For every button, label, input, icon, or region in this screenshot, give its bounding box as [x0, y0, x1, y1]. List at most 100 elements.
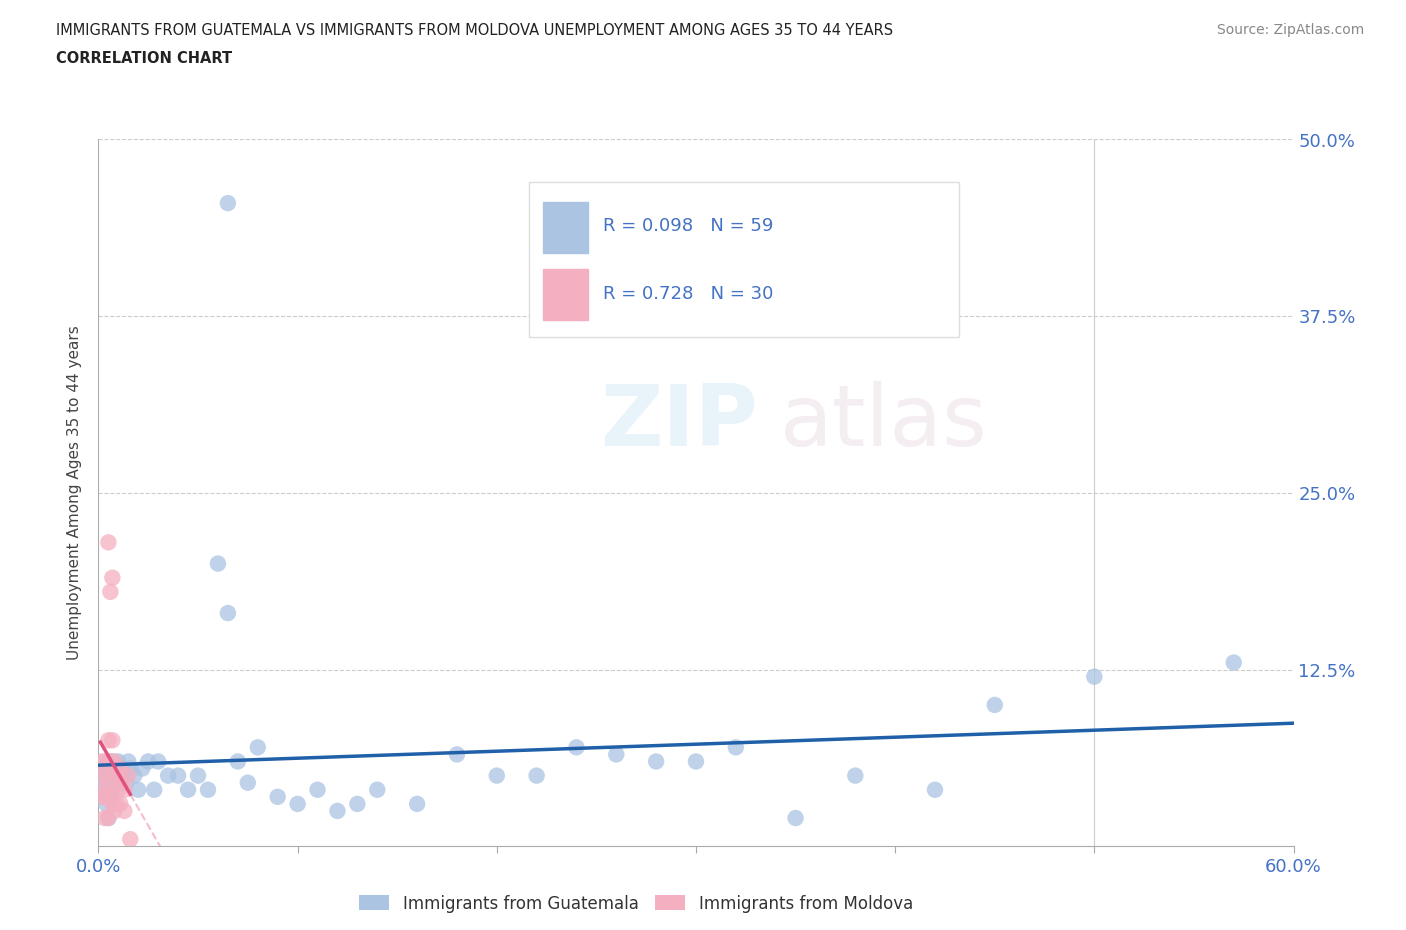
Point — [112, 782, 135, 797]
Point — [685, 754, 707, 769]
Point — [101, 570, 124, 585]
Point — [267, 790, 290, 804]
Point — [97, 535, 120, 550]
Point — [97, 811, 120, 826]
Text: ZIP: ZIP — [600, 380, 758, 464]
Point — [100, 761, 122, 776]
Point — [100, 782, 122, 797]
Point — [724, 740, 747, 755]
Point — [984, 698, 1007, 712]
Point — [93, 790, 115, 804]
Point — [236, 776, 259, 790]
Point — [446, 747, 468, 762]
Point — [93, 782, 115, 797]
Point — [107, 782, 129, 797]
Point — [101, 782, 124, 797]
Point — [112, 768, 135, 783]
Point — [366, 782, 388, 797]
Text: Source: ZipAtlas.com: Source: ZipAtlas.com — [1216, 23, 1364, 37]
Point — [93, 811, 115, 826]
Point — [406, 796, 429, 811]
Legend: Immigrants from Guatemala, Immigrants from Moldova: Immigrants from Guatemala, Immigrants fr… — [353, 888, 920, 919]
FancyBboxPatch shape — [529, 182, 959, 338]
Point — [91, 761, 114, 776]
Point — [287, 796, 309, 811]
Point — [217, 605, 239, 620]
Point — [96, 796, 118, 811]
Point — [96, 768, 118, 783]
Point — [645, 754, 668, 769]
Point — [110, 796, 132, 811]
Point — [107, 768, 129, 783]
Point — [100, 790, 122, 804]
Point — [103, 804, 125, 818]
Point — [110, 761, 132, 776]
Point — [785, 811, 807, 826]
Point — [110, 768, 132, 783]
Y-axis label: Unemployment Among Ages 35 to 44 years: Unemployment Among Ages 35 to 44 years — [67, 326, 83, 660]
Point — [1222, 655, 1246, 670]
Point — [97, 782, 120, 797]
Point — [177, 782, 200, 797]
Point — [96, 768, 118, 783]
Point — [97, 754, 120, 769]
Point — [485, 768, 508, 783]
Point — [105, 768, 128, 783]
Point — [120, 761, 142, 776]
Point — [107, 754, 129, 769]
Point — [307, 782, 329, 797]
Point — [100, 584, 122, 599]
Point — [97, 733, 120, 748]
Point — [844, 768, 866, 783]
Point — [100, 754, 122, 769]
Bar — [543, 269, 588, 320]
Point — [526, 768, 548, 783]
Point — [197, 782, 219, 797]
Text: R = 0.728   N = 30: R = 0.728 N = 30 — [603, 285, 773, 302]
Point — [101, 733, 124, 748]
Point — [105, 776, 128, 790]
Bar — [543, 202, 588, 253]
Point — [101, 754, 124, 769]
Point — [103, 754, 125, 769]
Point — [111, 776, 134, 790]
Point — [105, 796, 128, 811]
Point — [127, 782, 149, 797]
Point — [157, 768, 180, 783]
Point — [117, 754, 139, 769]
Point — [167, 768, 190, 783]
Point — [91, 768, 114, 783]
Point — [101, 796, 124, 811]
Point — [120, 831, 142, 846]
Point — [217, 195, 239, 210]
Point — [136, 754, 159, 769]
Point — [187, 768, 209, 783]
Point — [117, 768, 139, 783]
Point — [103, 768, 125, 783]
Point — [565, 740, 588, 755]
Point — [97, 811, 120, 826]
Point — [924, 782, 946, 797]
Point — [605, 747, 627, 762]
Point — [93, 754, 115, 769]
Point — [148, 754, 170, 769]
Point — [346, 796, 368, 811]
Point — [89, 754, 111, 769]
Text: IMMIGRANTS FROM GUATEMALA VS IMMIGRANTS FROM MOLDOVA UNEMPLOYMENT AMONG AGES 35 : IMMIGRANTS FROM GUATEMALA VS IMMIGRANTS … — [56, 23, 893, 38]
Point — [115, 776, 138, 790]
Point — [143, 782, 166, 797]
Text: R = 0.098   N = 59: R = 0.098 N = 59 — [603, 217, 773, 234]
Point — [93, 776, 115, 790]
Point — [246, 740, 269, 755]
Point — [96, 790, 118, 804]
Point — [207, 556, 229, 571]
Point — [91, 790, 114, 804]
Point — [131, 761, 153, 776]
Point — [124, 768, 146, 783]
Text: CORRELATION CHART: CORRELATION CHART — [56, 51, 232, 66]
Text: atlas: atlas — [779, 380, 987, 464]
Point — [326, 804, 349, 818]
Point — [226, 754, 249, 769]
Point — [112, 804, 135, 818]
Point — [1083, 670, 1105, 684]
